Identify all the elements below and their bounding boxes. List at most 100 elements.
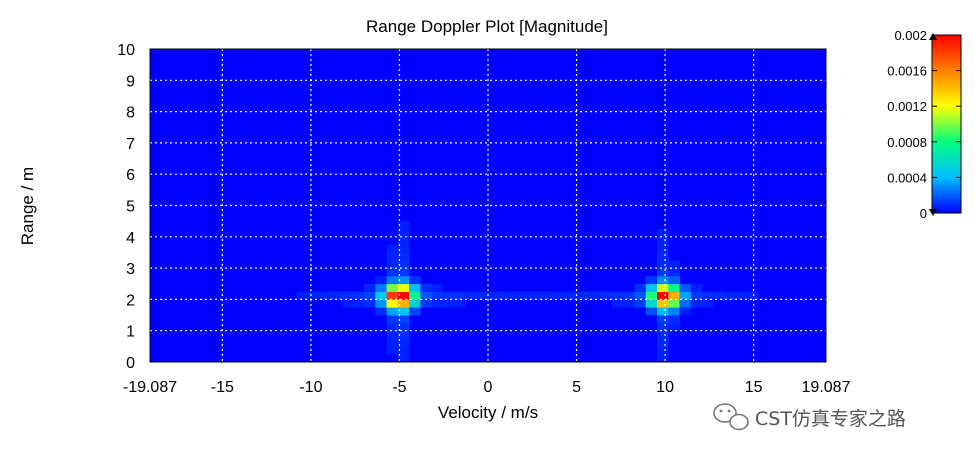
heatmap-cell xyxy=(397,322,410,332)
y-tick-label: 9 xyxy=(126,73,135,90)
colorbar-tick-label: 0.0008 xyxy=(887,135,927,150)
heatmap-cell xyxy=(657,275,669,285)
heatmap-cell xyxy=(702,291,714,300)
heatmap-cell xyxy=(386,338,399,347)
heatmap-cell xyxy=(690,299,703,308)
heatmap-cell xyxy=(397,260,410,269)
heatmap-cell xyxy=(397,221,410,230)
heatmap-cell xyxy=(657,299,669,308)
heatmap-cell xyxy=(397,268,410,277)
heatmap-cell xyxy=(578,291,590,300)
heatmap-cell xyxy=(657,307,669,316)
y-axis-label: Range / m xyxy=(18,167,37,245)
heatmap-cell xyxy=(397,299,410,308)
y-tick-label: 1 xyxy=(126,324,135,341)
x-tick-label: -19.087 xyxy=(123,379,177,396)
heatmap-cell xyxy=(679,299,692,308)
heatmap-cell xyxy=(397,330,410,339)
heatmap-cell xyxy=(364,283,376,292)
heatmap-cell xyxy=(386,315,399,324)
heatmap-cell xyxy=(386,283,399,292)
heatmap-cell xyxy=(668,291,680,300)
heatmap-cell xyxy=(668,307,680,316)
watermark: CST仿真专家之路 xyxy=(713,403,906,431)
y-axis: 0 1 2 3 4 5 6 7 8 9 10 xyxy=(117,42,135,372)
heatmap-cell xyxy=(454,291,466,300)
y-tick-label: 7 xyxy=(126,136,135,153)
y-tick-label: 6 xyxy=(126,167,135,184)
x-tick-label: 0 xyxy=(484,379,493,396)
heatmap-cell xyxy=(657,354,669,363)
heatmap-cell xyxy=(657,236,669,246)
heatmap-cell xyxy=(420,283,433,292)
heatmap-cell xyxy=(566,291,579,300)
heatmap-cell xyxy=(397,236,410,246)
heatmap-cell xyxy=(702,299,714,308)
colorbar-gradient xyxy=(931,34,962,214)
heatmap-cell xyxy=(634,299,647,308)
x-tick-label: -15 xyxy=(211,379,234,396)
y-tick-label: 0 xyxy=(126,355,135,372)
heatmap-cell xyxy=(397,307,410,316)
y-tick-label: 5 xyxy=(126,199,135,216)
heatmap-cell xyxy=(375,291,387,300)
heatmap-cells xyxy=(296,221,759,363)
heatmap-cell xyxy=(499,291,511,300)
colorbar-tick-label: 0.0012 xyxy=(887,99,927,114)
heatmap-cell xyxy=(645,291,658,300)
heatmap-cell xyxy=(386,307,399,316)
heatmap-cell xyxy=(657,283,669,292)
heatmap-cell xyxy=(431,299,444,308)
heatmap-cell xyxy=(668,299,680,308)
heatmap-cell xyxy=(634,283,647,292)
heatmap-cell xyxy=(668,322,680,332)
heatmap-cell xyxy=(386,330,399,339)
heatmap-cell xyxy=(724,291,737,300)
heatmap-cell xyxy=(713,291,725,300)
heatmap-cell xyxy=(668,283,680,292)
colorbar-max-marker-icon xyxy=(929,33,937,40)
colorbar-ticks: 0 0.0004 0.0008 0.0012 0.0016 0.002 xyxy=(887,28,961,221)
heatmap-cell xyxy=(409,307,421,316)
heatmap-cell xyxy=(488,291,500,300)
chart-title: Range Doppler Plot [Magnitude] xyxy=(366,17,608,36)
x-tick-label: 5 xyxy=(572,379,581,396)
heatmap-cell xyxy=(409,291,421,300)
heatmap-cell xyxy=(386,244,399,253)
heatmap-cell xyxy=(397,315,410,324)
heatmap-cell xyxy=(386,268,399,277)
heatmap-cell xyxy=(431,291,444,300)
heatmap-cell xyxy=(386,252,399,261)
heatmap-cell xyxy=(668,275,680,285)
heatmap-cell xyxy=(645,307,658,316)
heatmap-cell xyxy=(341,299,354,308)
heatmap-cell xyxy=(690,283,703,292)
heatmap-cell xyxy=(668,260,680,269)
heatmap-cell xyxy=(386,260,399,269)
heatmap-cell xyxy=(623,291,635,300)
heatmap-cell xyxy=(397,283,410,292)
heatmap-cell xyxy=(657,228,669,238)
heatmap-cell xyxy=(364,291,376,300)
heatmap-cell xyxy=(657,252,669,261)
heatmap-cell xyxy=(397,346,410,355)
heatmap-cell xyxy=(296,291,309,300)
x-tick-label: -10 xyxy=(299,379,322,396)
heatmap-cell xyxy=(375,299,387,308)
colorbar-tick-label: 0 xyxy=(920,206,927,221)
heatmap-cell xyxy=(386,322,399,332)
heatmap-cell xyxy=(657,260,669,269)
heatmap-cell xyxy=(420,299,433,308)
heatmap-cell xyxy=(442,299,455,308)
heatmap-cell xyxy=(397,244,410,253)
heatmap-cell xyxy=(397,252,410,261)
heatmap-cell xyxy=(397,228,410,238)
heatmap-cell xyxy=(521,291,534,300)
heatmap-cell xyxy=(600,291,613,300)
y-tick-label: 10 xyxy=(117,42,135,59)
heatmap-cell xyxy=(668,315,680,324)
heatmap-cell xyxy=(386,291,399,300)
heatmap-cell xyxy=(735,291,748,300)
heatmap-cell xyxy=(645,275,658,285)
heatmap-cell xyxy=(657,268,669,277)
